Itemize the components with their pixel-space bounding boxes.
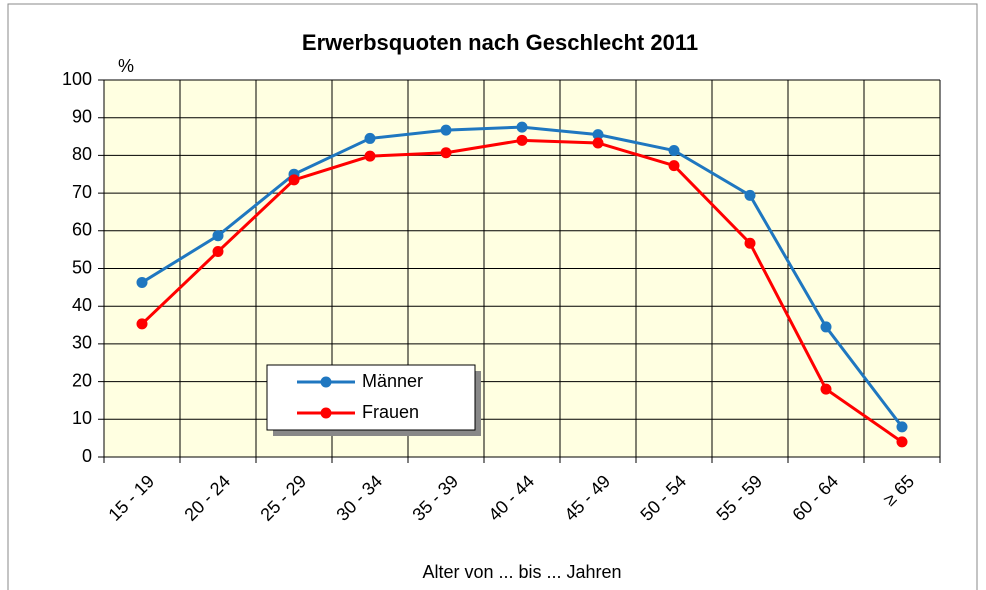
y-tick-label: 90 [72,106,92,126]
data-point [896,436,908,448]
data-point [516,134,528,146]
legend-label: Männer [362,371,423,391]
legend: Männer Frauen [266,364,481,436]
data-point [212,230,224,242]
data-point [136,276,148,288]
legend-marker [320,376,332,388]
y-tick-label: 80 [72,144,92,164]
data-point [592,129,604,141]
data-point [896,421,908,433]
data-point [288,174,300,186]
data-point [668,160,680,172]
data-point [212,246,224,258]
y-tick-label: 70 [72,182,92,202]
y-tick-label: 50 [72,257,92,277]
data-point [364,150,376,162]
y-tick-label: 20 [72,370,92,390]
y-tick-label: 10 [72,408,92,428]
data-point [744,189,756,201]
y-tick-label: 100 [62,69,92,89]
legend-marker [320,407,332,419]
data-point [440,124,452,136]
legend-box [266,364,476,431]
chart-title: Erwerbsquoten nach Geschlecht 2011 [302,30,698,55]
data-point [516,121,528,133]
marks [136,121,908,448]
data-point [668,144,680,156]
data-point [820,321,832,333]
y-axis-label: % [118,56,134,76]
data-point [592,137,604,149]
data-point [744,237,756,249]
data-point [364,132,376,144]
y-tick-label: 40 [72,295,92,315]
data-point [136,318,148,330]
y-tick-label: 30 [72,333,92,353]
data-point [440,147,452,159]
y-tick-label: 60 [72,220,92,240]
legend-label: Frauen [362,402,419,422]
x-axis-label: Alter von ... bis ... Jahren [422,562,621,582]
data-point [820,383,832,395]
y-tick-label: 0 [82,446,92,466]
